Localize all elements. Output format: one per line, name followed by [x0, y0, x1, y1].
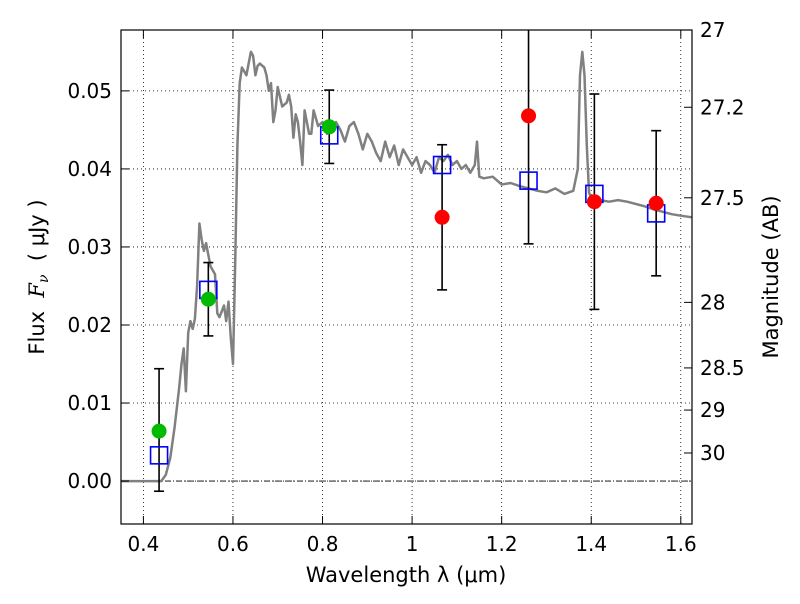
y-axis-label-suffix: ( μJy ) [25, 199, 49, 274]
x-tick-label: 1.4 [575, 532, 607, 556]
y-tick-label: 0.02 [67, 313, 112, 337]
y-tick-label: 0.04 [67, 157, 112, 181]
model-flux-square [519, 171, 538, 190]
model-spectrum-line [121, 50, 693, 483]
magnitude-tick-label: 29 [700, 398, 725, 422]
x-tick-label: 0.6 [217, 532, 249, 556]
x-tick-label: 1.2 [486, 532, 518, 556]
magnitude-tick-label: 27.2 [700, 95, 745, 119]
right-axis-label: Magnitude (AB) [759, 195, 783, 358]
low-significance-point [434, 209, 450, 225]
magnitude-tick-label: 28 [700, 290, 725, 314]
model-flux-square [149, 446, 169, 465]
y-axis-label-symbol: F [25, 282, 49, 299]
magnitude-tick-labels: 27 27.2 27.5 28 28.5 29 30 [700, 18, 745, 465]
magnitude-tick-label: 30 [700, 441, 725, 465]
x-tick-label: 1.6 [665, 532, 697, 556]
grid-lines [121, 30, 692, 524]
detection-point [200, 291, 216, 307]
y-axis-label-prefix: Flux [25, 298, 49, 355]
low-significance-point [586, 194, 602, 210]
y-tick-labels: 0.00 0.01 0.02 0.03 0.04 0.05 [67, 79, 112, 493]
x-tick-label: 1 [406, 532, 419, 556]
magnitude-tick-label: 27.5 [700, 186, 745, 210]
x-tick-label: 0.8 [307, 532, 339, 556]
model-flux-square [432, 155, 452, 175]
y-tick-label: 0.03 [67, 235, 112, 259]
y-axis-label: Flux Fν ( μJy ) [25, 199, 52, 354]
y-tick-label: 0.05 [67, 79, 112, 103]
y-tick-label: 0.01 [67, 391, 112, 415]
magnitude-tick-label: 28.5 [700, 356, 745, 380]
detection-point [321, 119, 337, 135]
low-significance-point [648, 195, 664, 211]
magnitude-tick-label: 27 [700, 18, 725, 42]
plot-area [121, 30, 693, 493]
x-tick-labels: 0.4 0.6 0.8 1 1.2 1.4 1.6 [127, 532, 696, 556]
x-axis-label: Wavelength λ (μm) [306, 563, 507, 587]
low-significance-point [521, 108, 537, 124]
plot-frame [120, 29, 693, 525]
tick-marks [121, 29, 692, 524]
y-axis-label-subscript: ν [36, 274, 52, 283]
x-tick-label: 0.4 [127, 532, 159, 556]
detection-point [151, 423, 167, 439]
y-tick-label: 0.00 [67, 469, 112, 493]
